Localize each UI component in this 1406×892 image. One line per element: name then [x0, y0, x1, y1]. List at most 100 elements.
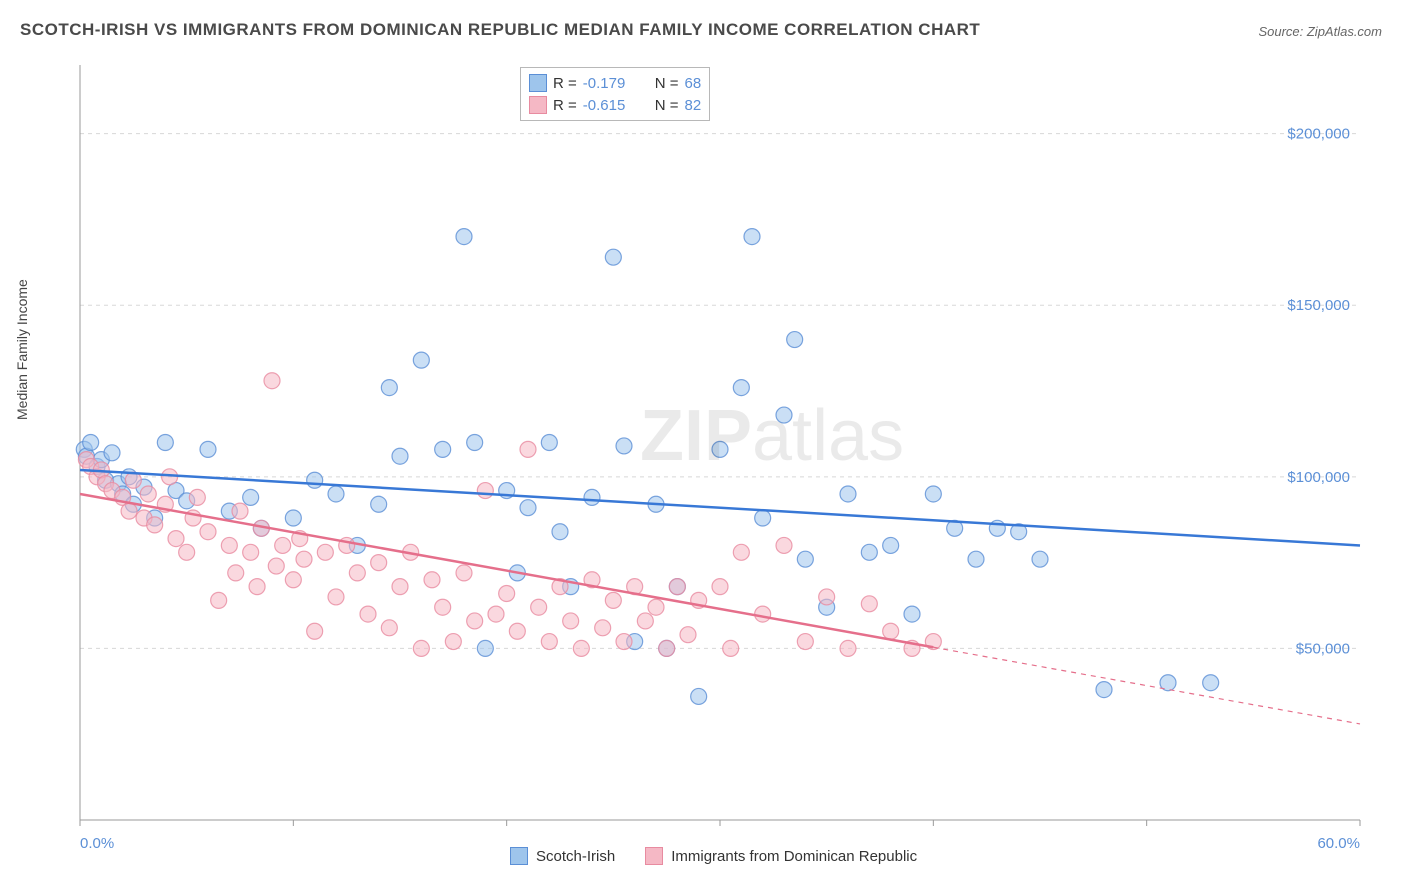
data-point: [392, 448, 408, 464]
data-point: [349, 565, 365, 581]
trend-line-extrapolated: [933, 647, 1360, 724]
data-point: [968, 551, 984, 567]
trend-line: [80, 494, 933, 647]
legend-r-value: -0.179: [583, 75, 639, 92]
y-tick-label: $200,000: [1287, 126, 1350, 143]
data-point: [296, 551, 312, 567]
data-point: [712, 441, 728, 457]
legend-n-value: 68: [685, 75, 702, 92]
legend-r-value: -0.615: [583, 97, 639, 114]
data-point: [200, 441, 216, 457]
data-point: [819, 589, 835, 605]
data-point: [1032, 551, 1048, 567]
correlation-legend: R = -0.179 N = 68 R = -0.615 N = 82: [520, 67, 710, 121]
legend-swatch: [529, 74, 547, 92]
chart-area: $50,000$100,000$150,000$200,0000.0%60.0%…: [60, 55, 1380, 835]
data-point: [360, 606, 376, 622]
data-point: [541, 435, 557, 451]
data-point: [659, 640, 675, 656]
data-point: [755, 510, 771, 526]
data-point: [723, 640, 739, 656]
data-point: [83, 435, 99, 451]
y-tick-label: $150,000: [1287, 297, 1350, 314]
data-point: [467, 435, 483, 451]
data-point: [691, 688, 707, 704]
data-point: [228, 565, 244, 581]
data-point: [381, 620, 397, 636]
y-axis-label: Median Family Income: [14, 279, 30, 420]
data-point: [509, 623, 525, 639]
legend-series-label: Immigrants from Dominican Republic: [671, 848, 917, 865]
data-point: [840, 486, 856, 502]
data-point: [552, 524, 568, 540]
data-point: [883, 537, 899, 553]
data-point: [637, 613, 653, 629]
data-point: [157, 435, 173, 451]
data-point: [648, 599, 664, 615]
data-point: [744, 229, 760, 245]
data-point: [616, 634, 632, 650]
data-point: [264, 373, 280, 389]
data-point: [883, 623, 899, 639]
data-point: [328, 589, 344, 605]
trend-line: [80, 470, 1360, 546]
data-point: [1203, 675, 1219, 691]
data-point: [520, 500, 536, 516]
data-point: [221, 537, 237, 553]
data-point: [285, 510, 301, 526]
data-point: [776, 537, 792, 553]
y-tick-label: $50,000: [1296, 640, 1350, 657]
data-point: [467, 613, 483, 629]
data-point: [243, 489, 259, 505]
data-point: [200, 524, 216, 540]
legend-row: R = -0.615 N = 82: [529, 94, 701, 116]
legend-n-label: N =: [655, 75, 679, 92]
series-legend: Scotch-IrishImmigrants from Dominican Re…: [510, 847, 917, 865]
data-point: [776, 407, 792, 423]
data-point: [456, 565, 472, 581]
data-point: [392, 579, 408, 595]
data-point: [797, 634, 813, 650]
data-point: [249, 579, 265, 595]
data-point: [371, 555, 387, 571]
data-point: [147, 517, 163, 533]
data-point: [413, 352, 429, 368]
data-point: [531, 599, 547, 615]
data-point: [435, 441, 451, 457]
data-point: [904, 606, 920, 622]
chart-title: SCOTCH-IRISH VS IMMIGRANTS FROM DOMINICA…: [20, 20, 980, 40]
data-point: [520, 441, 536, 457]
data-point: [616, 438, 632, 454]
data-point: [435, 599, 451, 615]
legend-n-label: N =: [655, 97, 679, 114]
data-point: [669, 579, 685, 595]
data-point: [733, 380, 749, 396]
data-point: [925, 486, 941, 502]
data-point: [1096, 682, 1112, 698]
source-name: ZipAtlas.com: [1307, 24, 1382, 39]
source-prefix: Source:: [1258, 24, 1306, 39]
legend-r-label: R =: [553, 75, 577, 92]
data-point: [477, 640, 493, 656]
data-point: [307, 472, 323, 488]
source-attribution: Source: ZipAtlas.com: [1258, 24, 1382, 39]
data-point: [797, 551, 813, 567]
data-point: [275, 537, 291, 553]
legend-n-value: 82: [685, 97, 702, 114]
data-point: [211, 592, 227, 608]
data-point: [121, 503, 137, 519]
data-point: [168, 531, 184, 547]
data-point: [595, 620, 611, 636]
data-point: [499, 586, 515, 602]
data-point: [140, 486, 156, 502]
data-point: [787, 332, 803, 348]
data-point: [488, 606, 504, 622]
data-point: [680, 627, 696, 643]
legend-r-label: R =: [553, 97, 577, 114]
data-point: [605, 249, 621, 265]
data-point: [712, 579, 728, 595]
legend-row: R = -0.179 N = 68: [529, 72, 701, 94]
data-point: [755, 606, 771, 622]
data-point: [605, 592, 621, 608]
data-point: [328, 486, 344, 502]
